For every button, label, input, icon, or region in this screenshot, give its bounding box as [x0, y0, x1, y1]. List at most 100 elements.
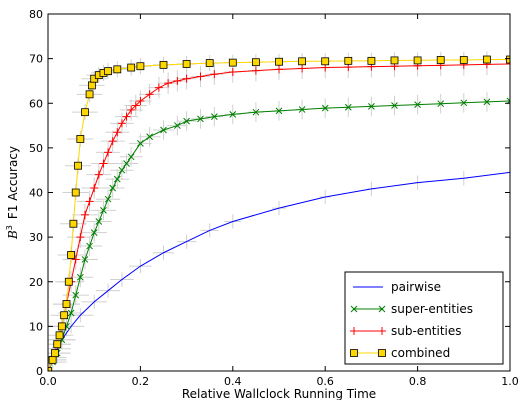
data-point-super-entities	[72, 291, 80, 299]
data-point-super-entities	[81, 256, 89, 263]
data-point-combined	[182, 60, 191, 68]
data-point-super-entities	[210, 113, 218, 120]
legend-entry-pairwise: pairwise	[353, 280, 441, 294]
data-point-combined	[48, 367, 52, 371]
data-point-super-entities	[252, 108, 260, 116]
data-point-super-entities	[95, 218, 103, 225]
series-super-entities	[48, 97, 510, 371]
y-axis-label: B3 F1 Accuracy	[5, 146, 20, 240]
y-axis-label-math: B	[6, 230, 20, 240]
data-point-combined	[87, 81, 96, 90]
data-point-combined	[76, 135, 85, 143]
data-point-combined	[506, 55, 510, 64]
y-axis: 0 10 20 30 40 50 60 70 80	[29, 8, 510, 378]
legend-label: combined	[391, 346, 450, 360]
data-point-super-entities	[506, 97, 510, 102]
data-point-combined	[69, 219, 78, 228]
x-tick-label: 0.8	[409, 375, 427, 388]
data-point-super-entities	[368, 103, 375, 110]
data-point-combined	[71, 188, 80, 197]
data-point-combined	[64, 277, 73, 286]
data-point-super-entities	[123, 160, 130, 167]
legend-swatch-marker	[378, 305, 386, 313]
y-tick-label: 70	[29, 53, 43, 66]
data-point-combined	[74, 161, 82, 170]
data-point-super-entities	[76, 273, 84, 281]
data-point-super-entities	[86, 242, 93, 250]
data-point-super-entities	[137, 140, 144, 147]
data-point-super-entities	[414, 101, 421, 108]
y-tick-label: 30	[29, 231, 43, 244]
data-point-combined	[51, 349, 59, 358]
y-axis-label-sup: 3	[5, 225, 14, 230]
data-point-super-entities	[437, 100, 445, 108]
series-layer	[48, 55, 510, 371]
x-tick-label: 0.0	[39, 375, 57, 388]
y-tick-label: 20	[29, 276, 43, 289]
data-point-combined	[436, 56, 445, 64]
legend-entry-super-entities: super-entities	[350, 302, 473, 316]
data-point-super-entities	[113, 175, 121, 183]
data-point-super-entities	[160, 126, 167, 134]
data-point-super-entities	[127, 153, 135, 161]
x-tick-label: 1.0	[501, 375, 519, 388]
data-point-combined	[127, 63, 136, 72]
y-tick-label: 10	[29, 320, 43, 333]
data-point-combined	[321, 57, 330, 66]
data-point-super-entities	[100, 206, 107, 214]
data-point-combined	[67, 251, 75, 259]
data-point-super-entities	[109, 184, 117, 192]
data-point-combined	[159, 60, 168, 69]
data-point-super-entities	[90, 229, 98, 237]
data-point-super-entities	[104, 195, 112, 203]
data-point-combined	[48, 355, 57, 364]
data-point-combined	[53, 340, 62, 349]
y-axis-label-text: F1 Accuracy	[6, 146, 20, 219]
x-axis: 0.0 0.2 0.4 0.6 0.8 1.0	[39, 14, 519, 388]
data-point-combined	[62, 300, 71, 308]
data-point-super-entities	[197, 115, 204, 123]
data-point-combined	[251, 58, 260, 67]
y-tick-label: 0	[36, 365, 43, 378]
data-point-combined	[81, 108, 89, 117]
data-point-combined	[344, 56, 353, 65]
x-axis-label: Relative Wallclock Running Time	[182, 387, 376, 400]
data-point-super-entities	[275, 107, 283, 115]
data-point-combined	[136, 62, 145, 71]
series-combined	[48, 55, 510, 371]
data-point-super-entities	[460, 99, 468, 107]
data-point-combined	[205, 59, 214, 67]
data-point-combined	[113, 65, 122, 74]
data-point-super-entities	[344, 103, 352, 111]
data-point-super-entities	[146, 133, 153, 141]
legend-label: super-entities	[391, 302, 473, 316]
legend: pairwise super-entities sub-entities combin…	[344, 271, 504, 365]
x-tick-label: 0.2	[132, 375, 150, 388]
y-tick-label: 60	[29, 97, 43, 110]
data-point-combined	[60, 311, 69, 320]
legend-swatch-marker	[350, 349, 358, 357]
data-point-super-entities	[174, 122, 181, 129]
data-point-combined	[367, 56, 376, 65]
legend-entry-combined: combined	[350, 346, 450, 360]
data-point-combined	[275, 57, 283, 66]
data-point-combined	[104, 67, 112, 76]
data-point-combined	[57, 322, 66, 331]
y-tick-label: 80	[29, 8, 43, 21]
x-tick-label: 0.4	[224, 375, 242, 388]
legend-label: pairwise	[391, 280, 441, 294]
data-point-combined	[413, 56, 422, 65]
legend-entry-sub-entities: sub-entities	[350, 324, 462, 338]
x-tick-label: 0.6	[316, 375, 334, 388]
data-point-super-entities	[183, 117, 190, 125]
data-point-combined	[459, 56, 468, 64]
data-point-combined	[482, 55, 491, 64]
data-point-super-entities	[229, 111, 237, 118]
data-point-combined	[298, 57, 307, 66]
data-point-super-entities	[67, 309, 75, 317]
data-point-combined	[55, 331, 64, 340]
y-tick-label: 40	[29, 187, 43, 200]
legend-swatch-marker	[350, 305, 358, 313]
y-tick-label: 50	[29, 142, 43, 155]
